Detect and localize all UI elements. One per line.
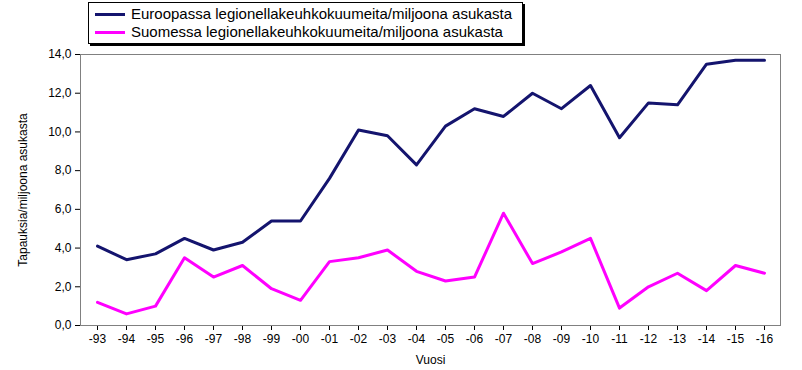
svg-text:-16: -16: [756, 332, 774, 346]
svg-text:-00: -00: [292, 332, 310, 346]
svg-text:-95: -95: [147, 332, 165, 346]
svg-text:-02: -02: [350, 332, 368, 346]
svg-text:6,0: 6,0: [55, 202, 72, 216]
svg-text:-01: -01: [321, 332, 339, 346]
svg-text:-99: -99: [263, 332, 281, 346]
svg-text:Tapauksia/miljoona asukasta: Tapauksia/miljoona asukasta: [16, 113, 30, 267]
svg-text:-07: -07: [495, 332, 513, 346]
svg-text:-94: -94: [118, 332, 136, 346]
html-text:Euroopassa legionellakeuhkokuu: Euroopassa legionellakeuhkokuumeita/milj…: [131, 5, 513, 22]
svg-text:-08: -08: [524, 332, 542, 346]
svg-text:-05: -05: [437, 332, 455, 346]
svg-text:-11: -11: [611, 332, 628, 346]
svg-text:2,0: 2,0: [55, 280, 72, 294]
svg-text:Vuosi: Vuosi: [416, 353, 446, 367]
svg-text:-12: -12: [640, 332, 658, 346]
svg-text:-15: -15: [727, 332, 745, 346]
svg-text:10,0: 10,0: [48, 125, 72, 139]
svg-text:12,0: 12,0: [48, 86, 72, 100]
svg-text:-03: -03: [379, 332, 397, 346]
svg-text:-97: -97: [205, 332, 223, 346]
svg-text:-04: -04: [408, 332, 426, 346]
svg-text:-09: -09: [553, 332, 571, 346]
svg-text:-98: -98: [234, 332, 252, 346]
html-text:Suomessa legionellakeuhkokuume: Suomessa legionellakeuhkokuumeita/miljoo…: [131, 23, 503, 40]
svg-text:4,0: 4,0: [55, 241, 72, 255]
svg-text:-06: -06: [466, 332, 484, 346]
svg-text:-96: -96: [176, 332, 194, 346]
svg-text:-93: -93: [89, 332, 107, 346]
svg-text:14,0: 14,0: [48, 47, 72, 61]
svg-text:-13: -13: [669, 332, 687, 346]
svg-text:-14: -14: [698, 332, 716, 346]
svg-text:0,0: 0,0: [55, 318, 72, 332]
svg-text:8,0: 8,0: [55, 163, 72, 177]
svg-text:-10: -10: [582, 332, 600, 346]
